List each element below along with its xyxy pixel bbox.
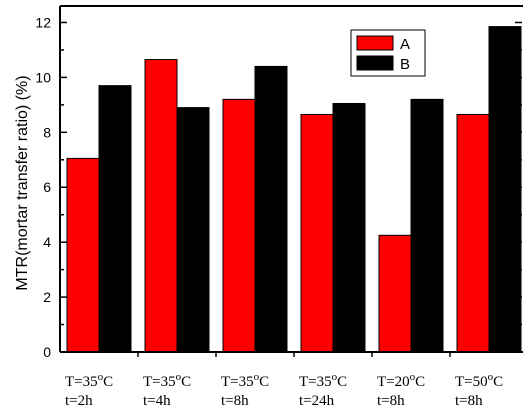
x-category-label-line2: t=2h [65,393,93,409]
legend-swatch-A [356,35,394,51]
bar-A-1 [66,157,100,353]
legend: AB [350,29,426,77]
x-category-label-line1: T=35oC [143,371,191,390]
bar-A-5 [378,234,412,353]
y-tick-label: 8 [43,124,51,140]
x-category-label-line2: t=24h [299,393,335,409]
y-tick-label: 6 [43,179,51,195]
y-tick-label: 12 [35,14,51,30]
bar-A-6 [456,113,490,353]
x-category-label-line2: t=8h [221,393,249,409]
bar-A-4 [300,113,334,353]
bar-B-5 [410,98,444,353]
bar-A-2 [144,59,178,353]
x-category-label-line2: t=4h [143,393,171,409]
y-tick-label: 4 [43,234,51,250]
x-category-label-line2: t=8h [377,393,405,409]
x-category-label-line2: t=8h [455,393,483,409]
x-category-label-line1: T=35oC [299,371,347,390]
legend-swatch-B [356,55,394,71]
bar-B-2 [176,107,210,353]
y-tick-label: 10 [35,69,51,85]
x-categories-group: T=35oC t=2h T=35oC t=4h T=35oC t=8h T=35oC t=24… [65,352,503,409]
x-category-label-line1: T=20oC [377,371,425,390]
x-category-label-line1: T=50oC [455,371,503,390]
bars-group [66,26,522,353]
bar-A-3 [222,98,256,353]
y-tick-label: 0 [43,344,51,360]
bar-B-3 [254,65,288,353]
legend-label-B: B [400,56,410,73]
y-axis-label: MTR(mortar transfer ratio) (%) [14,75,31,290]
x-category-label-line1: T=35oC [221,371,269,390]
bar-B-6 [488,26,522,353]
bar-B-4 [332,102,366,353]
legend-label-A: A [400,36,410,53]
y-tick-label: 2 [43,289,51,305]
y-ticks-group: 0 2 4 6 8 10 12 [35,14,522,360]
axes-group [59,5,523,353]
x-category-label-line1: T=35oC [65,371,113,390]
bar-B-1 [98,85,132,353]
